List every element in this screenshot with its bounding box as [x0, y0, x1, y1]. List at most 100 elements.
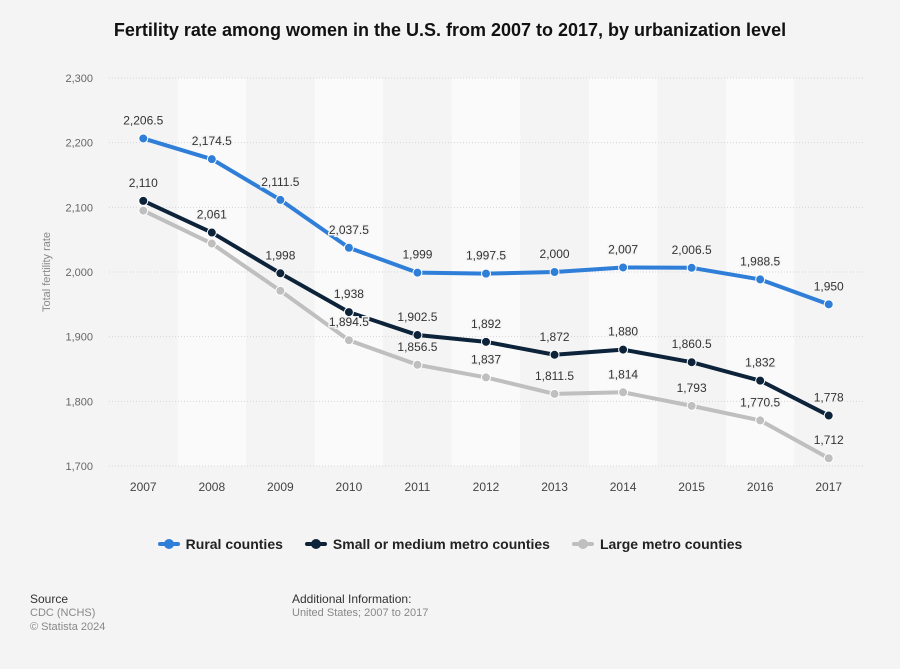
data-label: 1,856.5	[397, 340, 437, 354]
data-label: 1,770.5	[740, 395, 780, 409]
y-tick-label: 1,700	[65, 461, 93, 473]
data-label: 1,998	[265, 248, 295, 262]
data-point	[138, 133, 149, 144]
y-tick-label: 2,100	[65, 202, 93, 214]
copyright[interactable]: © Statista 2024	[30, 621, 106, 633]
data-point	[481, 268, 491, 279]
x-tick-label: 2014	[610, 480, 637, 494]
data-point	[686, 400, 697, 411]
data-label: 2,061	[197, 208, 227, 222]
data-label: 2,206.5	[123, 113, 163, 127]
data-point	[686, 357, 697, 368]
data-point	[618, 344, 629, 355]
x-tick-label: 2009	[267, 480, 294, 494]
data-point	[412, 359, 423, 370]
data-point	[275, 194, 286, 205]
additional-info-heading: Additional Information:	[292, 592, 412, 606]
y-tick-label: 1,800	[65, 396, 93, 408]
legend-swatch-icon	[304, 539, 327, 549]
chart-title: Fertility rate among women in the U.S. f…	[113, 20, 787, 40]
data-point	[549, 349, 560, 360]
x-tick-label: 2008	[198, 480, 225, 494]
data-label: 1,793	[677, 381, 707, 395]
data-label: 1,872	[540, 330, 570, 344]
data-point	[755, 274, 766, 285]
legend-swatch-icon	[571, 539, 594, 549]
legend-label: Small or medium metro counties	[332, 536, 550, 552]
data-label: 1,837	[471, 352, 501, 366]
y-tick-label: 2,300	[65, 73, 93, 85]
data-label: 1,832	[745, 356, 775, 370]
data-label: 2,174.5	[192, 134, 232, 148]
y-axis-title: Total fertility rate	[41, 232, 53, 312]
x-tick-label: 2007	[130, 480, 157, 494]
data-point	[618, 387, 629, 398]
data-label: 2,037.5	[329, 223, 369, 237]
data-point	[755, 415, 766, 426]
data-label: 2,000	[540, 247, 570, 261]
data-point	[549, 388, 560, 399]
x-tick-label: 2012	[473, 480, 500, 494]
data-label: 1,997.5	[466, 249, 506, 263]
data-point	[343, 242, 354, 253]
data-label: 1,988.5	[740, 254, 780, 268]
source-block: Source CDC (NCHS) © Statista 2024	[30, 592, 105, 634]
data-label: 1,894.5	[329, 315, 369, 329]
legend-swatch-icon	[157, 539, 180, 549]
data-point	[549, 267, 560, 277]
data-label: 1,892	[471, 317, 501, 331]
data-point	[823, 299, 834, 310]
data-label: 1,880	[608, 325, 638, 339]
column-band	[314, 78, 384, 466]
data-point	[412, 267, 423, 278]
x-tick-label: 2017	[815, 480, 842, 494]
data-point	[618, 262, 629, 273]
data-point	[206, 227, 217, 238]
data-label: 1,938	[334, 287, 364, 301]
additional-info-block: Additional Information: United States; 2…	[292, 592, 428, 620]
legend-item-large-metro[interactable]: Large metro counties	[571, 536, 743, 552]
data-point	[823, 410, 834, 421]
data-point	[275, 268, 286, 279]
data-label: 1,902.5	[397, 310, 437, 324]
data-label: 1,811.5	[535, 369, 574, 383]
legend-item-small-medium-metro[interactable]: Small or medium metro counties	[304, 536, 550, 552]
data-label: 2,110	[129, 176, 158, 190]
data-label: 1,814	[608, 367, 638, 381]
data-label: 1,712	[814, 433, 844, 447]
data-point	[412, 330, 423, 341]
data-point	[138, 205, 149, 216]
data-point	[755, 375, 766, 386]
data-point	[206, 238, 217, 249]
legend-item-rural[interactable]: Rural counties	[157, 536, 283, 552]
x-tick-label: 2010	[336, 480, 363, 494]
data-label: 2,007	[608, 242, 638, 256]
data-label: 1,999	[402, 248, 432, 262]
x-tick-label: 2013	[541, 480, 568, 494]
data-point	[481, 336, 491, 347]
data-point	[823, 453, 834, 464]
additional-info-text: United States; 2007 to 2017	[292, 607, 429, 619]
y-tick-label: 1,900	[65, 332, 93, 344]
column-band	[794, 78, 863, 466]
data-point	[343, 335, 354, 346]
data-point	[343, 307, 354, 318]
data-point	[138, 195, 149, 206]
x-tick-label: 2011	[405, 480, 431, 494]
data-label: 1,860.5	[672, 337, 712, 351]
y-tick-label: 2,000	[65, 267, 93, 279]
data-label: 2,006.5	[672, 243, 712, 257]
x-tick-label: 2016	[747, 480, 774, 494]
data-label: 1,778	[814, 391, 844, 405]
legend-label: Large metro counties	[599, 536, 743, 552]
data-point	[275, 285, 286, 296]
source-heading: Source	[30, 592, 69, 606]
data-point	[481, 372, 491, 383]
data-label: 2,111.5	[261, 175, 300, 189]
x-tick-label: 2015	[678, 480, 705, 494]
data-label: 1,950	[814, 279, 844, 293]
source-name[interactable]: CDC (NCHS)	[30, 607, 96, 619]
y-tick-label: 2,200	[65, 138, 93, 150]
data-point	[686, 262, 697, 273]
